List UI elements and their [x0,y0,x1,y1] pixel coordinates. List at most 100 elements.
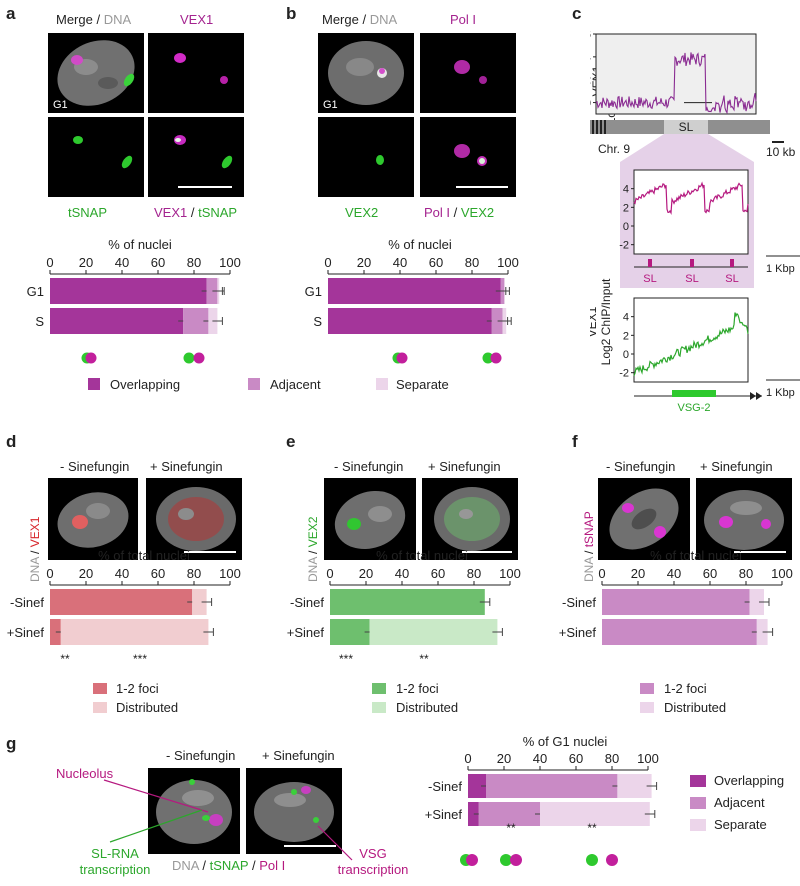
chart-c: 0 2 4 6 SL Chr. 9 10 kb -2 0 2 4 SL SL SL 1 Kbp VEX1Log… [590,30,800,414]
c-mid-tick-label-4: 4 [623,184,629,196]
panel-label-e: e [286,432,296,451]
c-scale-label-top: 10 kb [766,145,796,159]
a-tick-label-0: 0 [46,255,53,270]
c-ylabel-lower-1: VEX1 [590,306,599,337]
b-label-vex2: VEX2 [345,205,379,220]
b-bar-1-1 [491,308,503,334]
f-bar-1-0 [602,619,757,645]
d-tick-label-80: 80 [187,566,201,581]
f-legend-label-foci: 1-2 foci [664,681,707,696]
legend-label-adjacent: Adjacent [270,377,321,392]
chart-b: 0 20 40 60 80 100 G1 S [305,255,519,364]
c-mid-tick-label--2: -2 [619,240,629,252]
c-mid-tick-label-0: 0 [623,221,629,233]
f-legend-swatch-foci [640,683,654,694]
e-significance-1: ** [419,652,429,665]
f-tick-label-0: 0 [598,566,605,581]
g-bar-1-0 [468,802,479,826]
g-legend-label-adjacent: Adjacent [714,795,765,810]
d-significance-0: ** [60,652,70,665]
dot-magenta-0 [85,352,97,364]
c-sl-unit-mark-1 [690,259,694,267]
c-sl-unit-mark-2 [730,259,734,267]
e-tick-label-60: 60 [431,566,445,581]
d-tick-label-100: 100 [219,566,241,581]
d-legend-swatch-foci [93,683,107,694]
c-top-tick-label-6: 6 [590,30,591,41]
panel-label-f: f [572,432,578,451]
b-title-merge: Merge / DNA [322,12,398,27]
g-micrograph-plus [246,768,342,854]
d-axis-title: % of total nuclei [98,548,190,563]
panel-label-d: d [6,432,17,451]
g-legend-swatch-overlapping [690,775,706,787]
panel-label-b: b [286,4,297,23]
d-micrograph-plus [146,478,242,560]
g-legend-label-overlapping: Overlapping [714,773,785,788]
g-legend-swatch-adjacent [690,797,706,809]
g-legend-label-separate: Separate [714,817,767,832]
b-tick-label-80: 80 [465,255,479,270]
dot-green-1 [482,352,494,364]
legend-swatch-overlapping [88,378,100,390]
f-tick-label-80: 80 [739,566,753,581]
d-tick-label-0: 0 [46,566,53,581]
c-scale-label-bot: 1 Kbp [766,387,795,399]
b-label-overlay: Pol I / VEX2 [424,205,495,220]
e-legend-label-distributed: Distributed [396,700,459,715]
d-bar-1-0 [50,619,61,645]
g-callout-slrna-line [109,809,203,843]
f-category-1: +Sinef [559,625,597,640]
c-vsg-label: VSG-2 [677,402,710,414]
a-tick-label-60: 60 [151,255,165,270]
b-micrograph-overlay [420,117,516,197]
c-telomere-tick-0 [592,120,594,134]
e-tick-label-20: 20 [359,566,373,581]
legend-swatch-adjacent [248,378,260,390]
legend-label-separate: Separate [396,377,449,392]
f-micrograph-plus [696,478,792,560]
e-micrograph-plus [422,478,518,560]
a-tick-label-40: 40 [115,255,129,270]
g-bar-1-2 [540,802,650,826]
a-axis-title: % of nuclei [108,237,172,252]
d-title-minus: - Sinefungin [60,459,130,474]
c-mid-frame [633,169,749,255]
chart-e: 0 20 40 60 80 100-Sinef+Sinef*** ** [287,566,521,665]
a-bar-0-1 [206,278,218,304]
c-mid-tick-label-2: 2 [623,202,629,214]
c-telomere-tick-3 [604,120,606,134]
c-sl-unit-label-2: SL [725,273,738,285]
e-title-minus: - Sinefungin [334,459,404,474]
b-category-0: G1 [305,284,322,299]
b-tick-label-0: 0 [324,255,331,270]
d-title-plus: + Sinefungin [150,459,223,474]
c-sl-unit-mark-0 [648,259,652,267]
a-micrograph-vex1 [148,33,244,113]
c-telomere-tick-1 [596,120,598,134]
d-tick-label-40: 40 [115,566,129,581]
g-label-slrna: SL-RNA transcription [79,846,151,877]
g-label-vsg: VSG transcription [337,846,409,877]
g-bar-significance-0: ** [506,821,516,835]
c-sl-region [664,120,708,134]
f-legend-swatch-distributed [640,702,654,713]
dot-magenta-1 [193,352,205,364]
c-scale-label-mid: 1 Kbp [766,263,795,275]
c-sl-unit-label-1: SL [685,273,698,285]
a-g1-label: G1 [53,99,68,111]
d-category-0: -Sinef [10,595,44,610]
dot-magenta-1 [490,352,502,364]
a-micrograph-tsnap [48,117,144,197]
legend-label-overlapping: Overlapping [110,377,181,392]
c-telomere-arrows [750,392,762,400]
a-category-1: S [35,314,44,329]
f-tick-label-60: 60 [703,566,717,581]
g-dot-magenta-0 [466,854,478,866]
e-legend-label-foci: 1-2 foci [396,681,439,696]
b-axis-title: % of nuclei [388,237,452,252]
g-bar-1-1 [478,802,540,826]
f-title-plus: + Sinefungin [700,459,773,474]
e-micrograph-minus [324,478,416,560]
e-tick-label-80: 80 [467,566,481,581]
